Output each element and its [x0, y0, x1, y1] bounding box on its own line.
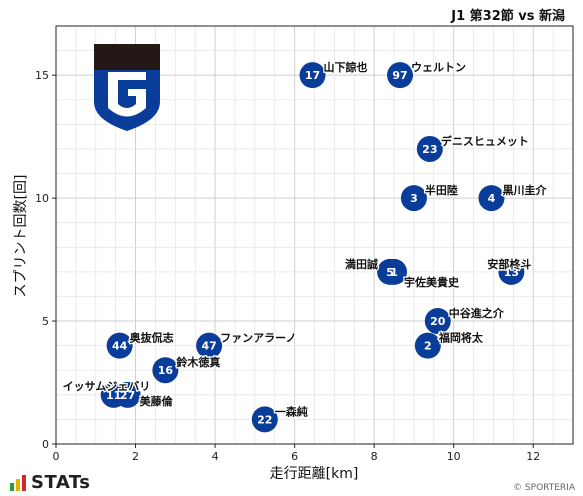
player-number: 44 — [112, 340, 128, 353]
player-number: 3 — [410, 192, 418, 205]
player-name-label: 中谷進之介 — [449, 306, 505, 320]
player-number: 5 — [386, 266, 394, 279]
player-point — [414, 332, 441, 359]
player-number: 20 — [430, 315, 446, 328]
player-point — [381, 258, 408, 285]
y-tick-label: 15 — [35, 69, 49, 82]
y-tick-label: 5 — [42, 315, 49, 328]
player-point — [424, 308, 451, 335]
player-point — [251, 406, 278, 433]
player-name-label: 黒川圭介 — [502, 183, 547, 197]
player-number: 17 — [305, 69, 320, 82]
point-markers — [100, 62, 525, 433]
player-point — [106, 332, 133, 359]
player-name-label: 一森純 — [275, 404, 308, 418]
player-name-label: イッサムジェバリ — [63, 380, 151, 393]
x-tick-label: 4 — [212, 450, 219, 463]
player-point — [387, 62, 414, 89]
player-name-label: 宇佐美貴史 — [404, 275, 460, 289]
x-tick-label: 8 — [371, 450, 378, 463]
player-name-label: 美藤倫 — [140, 394, 174, 408]
crest-letter — [108, 72, 146, 117]
x-tick-label: 2 — [132, 450, 139, 463]
player-name-label: 安部柊斗 — [487, 257, 531, 271]
player-point — [498, 258, 525, 285]
player-name-label: ウェルトン — [411, 61, 466, 74]
player-name-label: 満田誠 — [345, 257, 378, 271]
player-point — [478, 185, 505, 212]
x-axis-label: 走行距離[km] — [270, 465, 359, 482]
player-number: 22 — [257, 413, 272, 426]
player-number: 27 — [120, 389, 135, 402]
player-name-label: 半田陸 — [425, 183, 458, 197]
brand-bars-icon — [10, 474, 26, 491]
player-name-label: デニスヒュメット — [441, 134, 529, 148]
y-axis-label: スプリント回数[回] — [13, 175, 29, 298]
copyright-text: © SPORTERIA — [513, 483, 575, 493]
brand-name: STATs — [31, 472, 91, 493]
brand-footer: STATs — [10, 472, 90, 493]
x-tick-label: 0 — [53, 450, 60, 463]
player-name-label: 奥抜侃志 — [129, 331, 174, 345]
player-point — [152, 357, 179, 384]
player-number: 2 — [424, 340, 432, 353]
player-name-label: 鈴木徳真 — [176, 355, 220, 369]
chart-title: J1 第32節 vs 新潟 — [450, 8, 565, 24]
player-number: 47 — [201, 340, 216, 353]
club-crest-logo — [94, 44, 160, 131]
player-number: 23 — [422, 143, 437, 156]
x-tick-label: 10 — [447, 450, 461, 463]
y-tick-label: 10 — [35, 192, 49, 205]
y-tick-label: 0 — [42, 438, 49, 451]
player-name-label: 山下諒也 — [324, 60, 368, 74]
x-tick-label: 6 — [291, 450, 298, 463]
player-name-label: ファンアラーノ — [220, 332, 296, 345]
player-number: 4 — [488, 192, 496, 205]
player-number: 1 — [390, 266, 398, 279]
player-number: 13 — [504, 266, 519, 279]
player-name-label: 福岡将太 — [438, 331, 484, 345]
player-point — [196, 332, 223, 359]
player-number: 97 — [392, 69, 407, 82]
x-tick-label: 12 — [526, 450, 540, 463]
player-number: 11 — [106, 389, 121, 402]
plot-frame — [55, 25, 574, 445]
player-point — [299, 62, 326, 89]
crest-top-band — [94, 44, 160, 70]
player-point — [416, 135, 443, 162]
player-point — [400, 185, 427, 212]
player-number: 16 — [158, 364, 174, 377]
player-point — [114, 381, 141, 408]
